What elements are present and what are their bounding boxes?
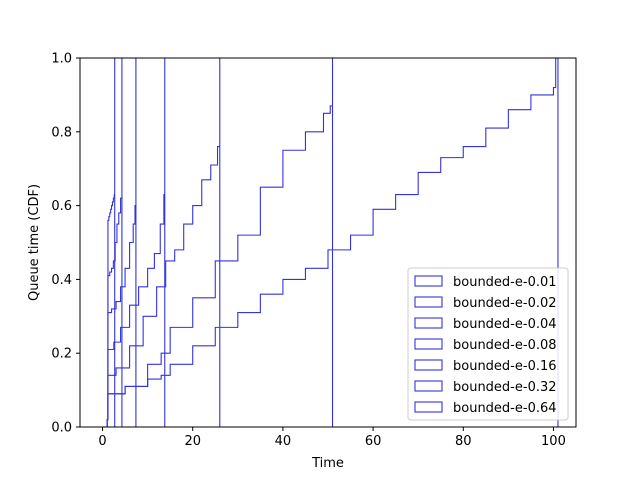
y-tick-label: 0.4	[51, 273, 72, 288]
x-tick-label: 60	[365, 434, 382, 449]
y-tick-label: 0.2	[51, 347, 72, 362]
legend-swatch	[414, 401, 443, 413]
legend-label: bounded-e-0.32	[453, 380, 557, 395]
series-line	[102, 58, 166, 428]
series-line	[102, 57, 559, 428]
y-tick-label: 1.0	[51, 52, 72, 67]
series-line	[102, 58, 221, 428]
legend-label: bounded-e-0.04	[453, 317, 557, 332]
legend-label: bounded-e-0.01	[453, 275, 557, 290]
x-axis-label: Time	[311, 456, 344, 471]
legend-swatch	[414, 296, 443, 308]
legend-label: bounded-e-0.16	[453, 359, 557, 374]
series-layer	[102, 57, 559, 428]
y-axis-label: Queue time (CDF)	[27, 184, 42, 301]
x-ticks: 0 20 40 60 80 100	[98, 427, 566, 449]
y-tick-label: 0.8	[51, 125, 72, 140]
legend-label: bounded-e-0.64	[453, 401, 557, 416]
x-tick-label: 0	[98, 434, 106, 449]
x-tick-label: 80	[455, 434, 472, 449]
axes-frame	[79, 57, 577, 428]
plot-area: 0 20 40 60 80 100 0.0 0.2 0.4 0.6 0.8 1.0	[51, 52, 577, 449]
y-tick-label: 0.0	[51, 421, 72, 436]
x-tick-label: 20	[184, 434, 201, 449]
legend-label: bounded-e-0.08	[453, 338, 557, 353]
legend-swatch	[414, 275, 443, 287]
y-tick-label: 0.6	[51, 199, 72, 214]
legend-swatch	[414, 359, 443, 371]
legend-swatch	[414, 338, 443, 350]
x-tick-label: 100	[541, 434, 566, 449]
y-ticks: 0.0 0.2 0.4 0.6 0.8 1.0	[51, 52, 80, 436]
legend-box	[407, 267, 569, 421]
legend-label: bounded-e-0.02	[453, 296, 557, 311]
legend-swatch	[414, 317, 443, 329]
x-tick-label: 40	[275, 434, 292, 449]
legend: bounded-e-0.01 bounded-e-0.02 bounded-e-0.…	[407, 267, 569, 421]
series-line	[102, 58, 137, 428]
legend-swatch	[414, 380, 443, 392]
